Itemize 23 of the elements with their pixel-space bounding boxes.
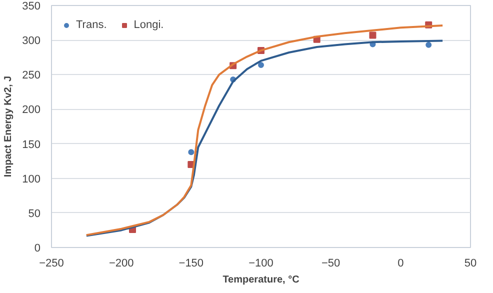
x-axis-title: Temperature, °C [222, 274, 300, 286]
x-tick-label: 50 [464, 258, 477, 270]
point [369, 32, 376, 39]
y-tick-label: 150 [22, 138, 41, 151]
y-tick-label: 300 [22, 35, 41, 48]
y-axis-title: Impact Energy Kv2, J [3, 76, 14, 178]
x-tick-label: −200 [108, 258, 134, 270]
x-tick-label: −250 [39, 258, 64, 270]
legend-label: Trans. [76, 19, 107, 31]
y-tick-label: 100 [22, 173, 41, 186]
x-tick-label: −150 [178, 258, 204, 270]
x-tick-label: −50 [322, 258, 340, 270]
point [258, 62, 264, 68]
x-tick-label: 0 [398, 258, 404, 270]
y-tick-label: 200 [22, 104, 41, 116]
legend-label: Longi. [134, 19, 164, 31]
y-tick-label: 250 [22, 70, 41, 82]
x-tick-label: −100 [248, 258, 274, 270]
point [188, 149, 194, 156]
y-tick-label: 350 [22, 0, 41, 12]
y-tick-label: 0 [34, 242, 41, 254]
point [426, 42, 432, 48]
y-tick-label: 50 [28, 208, 41, 220]
